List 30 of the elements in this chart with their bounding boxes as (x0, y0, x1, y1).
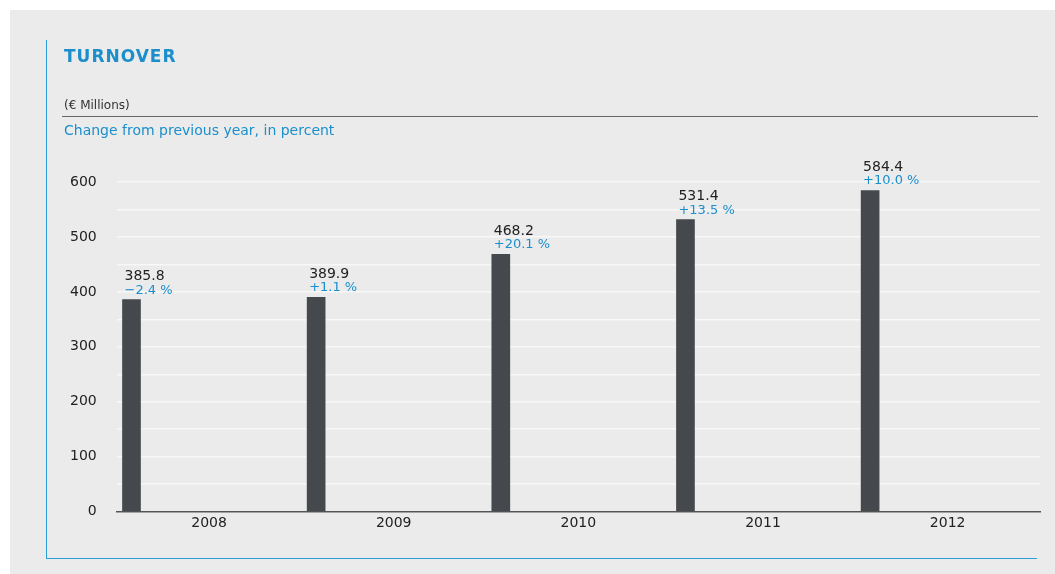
data-label: 385.8 (124, 267, 165, 284)
bar (306, 297, 326, 512)
data-label: 584.4 (863, 158, 904, 175)
annotation: −2.4 % (124, 281, 173, 297)
data-label: 531.4 (678, 187, 719, 204)
x-tick-label: 2009 (375, 513, 412, 530)
y-tick-label: 300 (69, 337, 97, 354)
x-tick-label: 2008 (191, 513, 227, 530)
data-label: 468.2 (493, 222, 534, 239)
x-tick-label: 2011 (745, 513, 781, 530)
y-tick-label: 600 (69, 172, 97, 189)
y-tick-label: 100 (69, 447, 97, 464)
text: Change from previous year, in percent (64, 122, 335, 138)
bar (676, 219, 695, 512)
annotation: +10.0 % (863, 172, 920, 188)
data-label: 389.9 (309, 265, 350, 282)
x-tick-label: 2012 (929, 513, 966, 530)
annotation: +13.5 % (678, 201, 735, 217)
annotation: +20.1 % (493, 236, 551, 252)
y-tick-label: 200 (69, 392, 97, 409)
annotation: +1.1 % (309, 279, 358, 295)
y-tick-label: 400 (69, 282, 97, 299)
chart-title: TURNOVER (64, 46, 177, 66)
chart-subtitle: (€ Millions) (64, 98, 130, 112)
y-tick-label: 0 (87, 502, 97, 519)
bar (491, 254, 511, 512)
y-tick-label: 500 (69, 227, 97, 244)
bar (122, 299, 141, 512)
x-tick-label: 2010 (560, 513, 597, 530)
bar (860, 190, 880, 512)
